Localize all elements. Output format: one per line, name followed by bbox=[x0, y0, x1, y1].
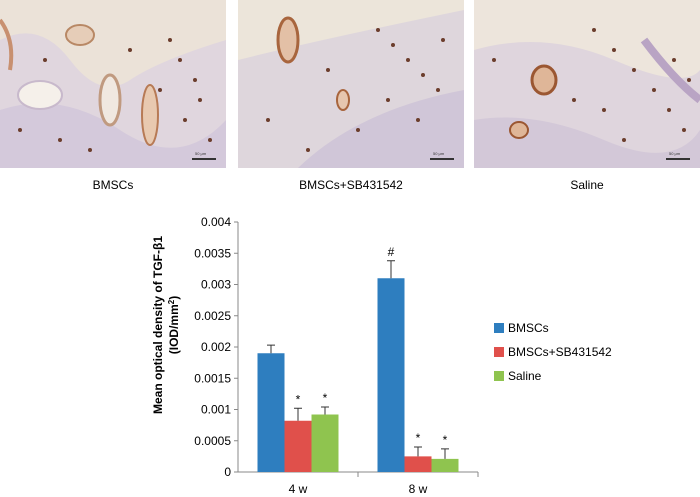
bar bbox=[431, 458, 459, 472]
scale-bar-label: 50 μm bbox=[195, 151, 207, 156]
scale-bar-label: 50 μm bbox=[669, 151, 681, 156]
legend-swatch bbox=[494, 347, 504, 357]
histology-panel-saline: 50 μm bbox=[474, 0, 700, 168]
x-tick-label: 4 w bbox=[289, 482, 308, 496]
y-axis-label-close: ) bbox=[167, 296, 181, 300]
y-tick-label: 0 bbox=[224, 465, 231, 479]
chart-bars: * * # * * bbox=[257, 245, 459, 472]
histology-image-sb431542: 50 μm bbox=[238, 0, 464, 168]
significance-mark: * bbox=[443, 433, 448, 447]
bar bbox=[257, 353, 285, 472]
y-axis-label-line1: Mean optical density of TGF-β1 bbox=[151, 236, 165, 414]
histology-panel-bmscs: 50 μm bbox=[0, 0, 226, 168]
significance-mark: * bbox=[296, 392, 301, 406]
chart-legend: BMSCs BMSCs+SB431542 Saline bbox=[494, 321, 612, 383]
y-axis-label-sup: 2 bbox=[167, 299, 176, 304]
y-tick-label: 0.0015 bbox=[194, 371, 231, 385]
scale-bar bbox=[666, 158, 690, 160]
y-tick-label: 0.0005 bbox=[194, 434, 231, 448]
legend-swatch bbox=[494, 371, 504, 381]
panel-label-bmscs: BMSCs bbox=[92, 178, 134, 192]
panel-label-sb431542: BMSCs+SB431542 bbox=[299, 178, 403, 192]
legend-label: Saline bbox=[508, 369, 542, 383]
histology-image-bmscs: 50 μm bbox=[0, 0, 226, 168]
bar bbox=[404, 456, 432, 472]
scale-bar bbox=[192, 158, 216, 160]
bar bbox=[377, 278, 405, 472]
scale-bar-label: 50 μm bbox=[433, 151, 445, 156]
y-tick-label: 0.0035 bbox=[194, 246, 231, 260]
panel-label-saline: Saline bbox=[570, 178, 604, 192]
histology-image-saline: 50 μm bbox=[474, 0, 700, 168]
y-tick-label: 0.0025 bbox=[194, 309, 231, 323]
significance-mark: * bbox=[416, 431, 421, 445]
significance-mark: * bbox=[323, 391, 328, 405]
scale-bar bbox=[430, 158, 454, 160]
histology-panel-sb431542: 50 μm bbox=[238, 0, 464, 168]
y-tick-label: 0.004 bbox=[201, 215, 231, 229]
bar-chart: Mean optical density of TGF-β1 (IOD/mm2)… bbox=[151, 215, 612, 496]
y-axis-label-line2: (IOD/mm2) bbox=[167, 296, 181, 354]
bar bbox=[311, 414, 339, 472]
bar bbox=[284, 420, 312, 472]
y-tick-label: 0.003 bbox=[201, 278, 231, 292]
significance-mark: # bbox=[388, 245, 395, 259]
x-tick-label: 8 w bbox=[409, 482, 428, 496]
y-axis-label-unit: (IOD/mm bbox=[167, 304, 181, 354]
y-tick-label: 0.002 bbox=[201, 340, 231, 354]
legend-swatch bbox=[494, 323, 504, 333]
legend-label: BMSCs bbox=[508, 321, 549, 335]
legend-label: BMSCs+SB431542 bbox=[508, 345, 612, 359]
y-tick-label: 0.001 bbox=[201, 403, 231, 417]
